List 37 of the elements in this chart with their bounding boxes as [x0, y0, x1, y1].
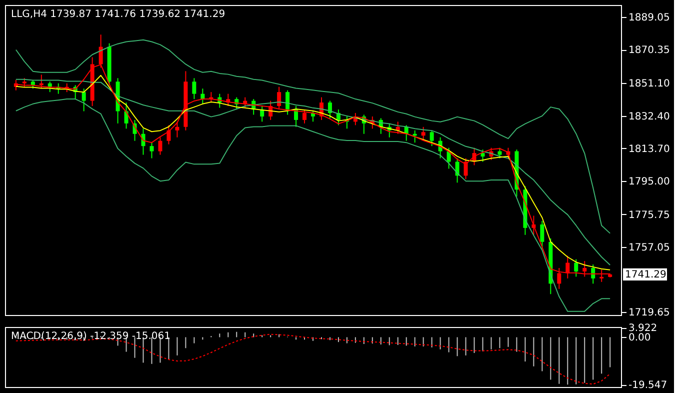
candlestick: [591, 264, 596, 284]
candlestick: [82, 88, 86, 112]
candlestick: [150, 142, 154, 159]
y-tick-label: 1813.70: [628, 144, 670, 155]
candlestick: [158, 136, 162, 156]
candlestick: [175, 121, 180, 138]
chart-title: MACD(12,26,9) -12.359 -15.061: [11, 331, 171, 342]
y-tick-label: 1870.35: [628, 45, 670, 56]
candlestick: [455, 158, 460, 184]
candlestick: [166, 124, 171, 145]
chart-title: LLG,H4 1739.87 1741.76 1739.62 1741.29: [11, 9, 226, 20]
line-series: [15, 98, 611, 312]
y-tick-label: 1719.65: [628, 308, 670, 319]
candlestick: [574, 258, 578, 278]
y-tick-label: 0.00: [628, 332, 651, 344]
y-tick-label: 1775.75: [628, 210, 670, 221]
candlestick: [498, 147, 502, 159]
candlestick: [430, 130, 434, 147]
candlestick: [464, 158, 468, 180]
y-tick-label: 1851.10: [628, 78, 670, 90]
candlestick: [421, 126, 426, 140]
candlestick: [192, 78, 196, 100]
candlestick: [124, 102, 128, 130]
y-tick-label: -19.547: [628, 380, 668, 392]
y-tick-label: 3.922: [628, 323, 658, 334]
y-tick-label: 1889.05: [628, 12, 670, 24]
y-tick-label: 1757.05: [628, 242, 670, 254]
y-tick-label: 1832.40: [628, 111, 670, 122]
y-tick-label: 1795.00: [628, 176, 670, 188]
candlestick: [480, 149, 485, 162]
candlestick: [286, 90, 290, 116]
candlestick: [277, 86, 282, 110]
candlestick: [328, 100, 332, 119]
text: 1741.29: [625, 269, 666, 280]
line-series: [15, 39, 611, 234]
candlestick: [302, 108, 307, 124]
candlestick: [540, 220, 544, 250]
